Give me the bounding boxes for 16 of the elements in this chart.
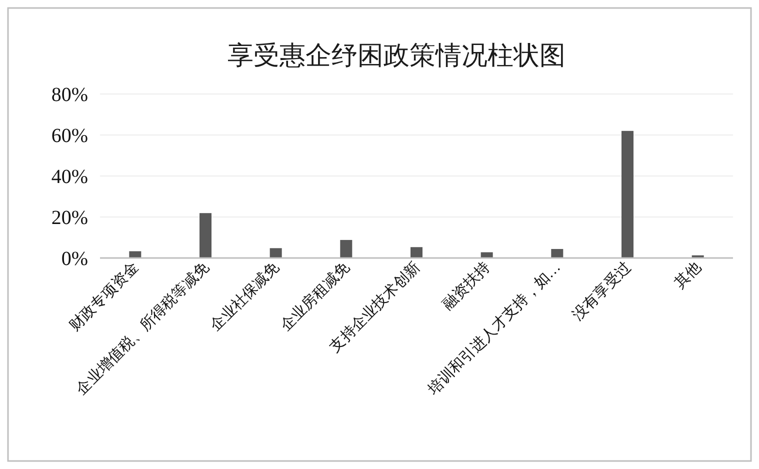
y-tick-label: 60% (51, 125, 88, 147)
x-tick-label: 其他 (671, 258, 705, 292)
x-tick-label: 没有享受过 (569, 258, 634, 324)
bar (129, 251, 142, 258)
bar (551, 248, 564, 258)
bar (340, 240, 352, 258)
y-tick-label: 80% (51, 84, 88, 106)
y-tick-label: 40% (51, 166, 88, 188)
bar (622, 130, 634, 258)
y-tick-label: 0% (61, 248, 88, 270)
bar (200, 213, 212, 258)
bar (410, 247, 422, 258)
y-tick-label: 20% (51, 207, 88, 229)
bar (270, 248, 282, 258)
chart-title: 享受惠企纾困政策情况柱状图 (228, 41, 566, 70)
x-tick-label: 融资扶持 (439, 258, 494, 314)
